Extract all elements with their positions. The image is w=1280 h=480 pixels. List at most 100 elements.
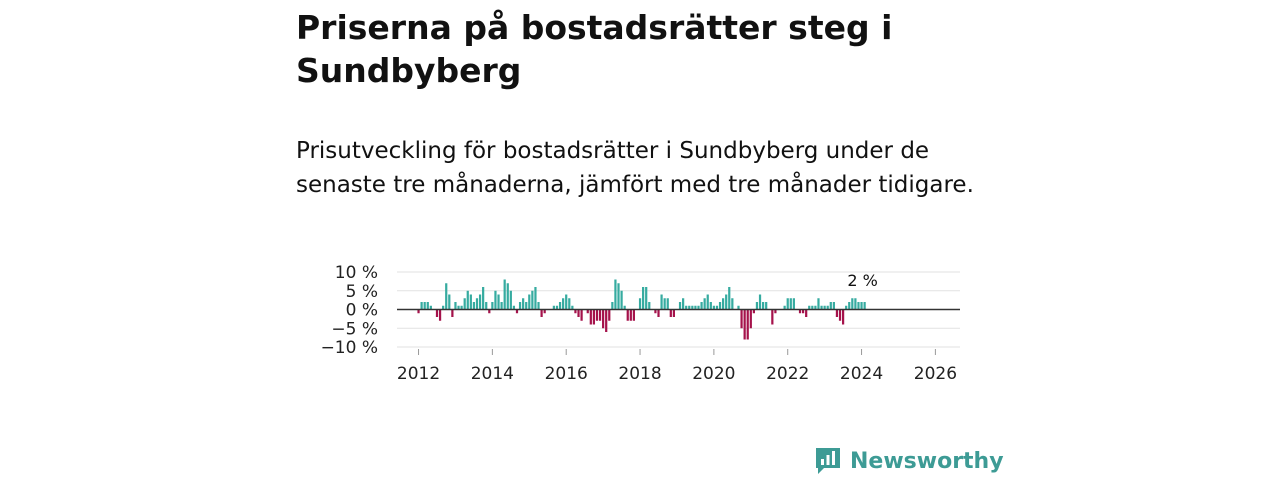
bar — [466, 290, 469, 310]
bar — [820, 305, 823, 310]
bar — [525, 302, 528, 310]
bar — [740, 309, 743, 329]
bar — [632, 309, 635, 321]
x-tick-label: 2014 — [471, 364, 514, 384]
bar — [589, 309, 592, 325]
x-tick-label: 2020 — [692, 364, 735, 384]
chart-title: Priserna på bostadsrätter steg i Sundbyb… — [296, 8, 893, 90]
bar — [805, 309, 808, 317]
bar — [829, 302, 832, 310]
bar — [823, 305, 826, 310]
bar — [531, 290, 534, 310]
bar — [731, 298, 734, 310]
bar — [574, 309, 577, 314]
bar — [598, 309, 602, 321]
x-tick-label: 2018 — [618, 364, 661, 384]
bar — [672, 309, 675, 317]
bar — [463, 298, 466, 310]
bar — [783, 305, 786, 310]
bar — [715, 305, 719, 310]
bar — [488, 309, 491, 314]
bar — [786, 298, 789, 310]
bar — [482, 287, 485, 310]
bar — [457, 305, 460, 310]
bar — [682, 298, 685, 310]
bar — [762, 302, 765, 310]
bar — [497, 294, 500, 310]
bar — [558, 302, 562, 310]
bar — [503, 279, 506, 310]
bar — [555, 305, 559, 310]
bar — [475, 298, 479, 310]
bar — [737, 305, 740, 310]
bar — [469, 294, 472, 310]
bar — [417, 309, 420, 314]
bar — [515, 309, 519, 314]
newsworthy-brand: Newsworthy — [814, 446, 1004, 476]
bar — [512, 305, 516, 310]
x-tick-label: 2026 — [914, 364, 957, 384]
bar — [743, 309, 746, 340]
bar — [518, 302, 522, 310]
y-tick-label: −5 % — [331, 319, 378, 339]
bar — [841, 309, 845, 325]
bar — [666, 298, 669, 310]
bar — [565, 294, 568, 310]
x-axis: 2012 2014 2016 2018 2020 2022 2024 2026 — [397, 349, 957, 384]
bar — [663, 298, 666, 310]
bar — [629, 309, 632, 321]
bar — [854, 298, 857, 310]
bar — [755, 302, 759, 310]
y-axis: 10 %5 %0 %−5 %−10 % — [321, 263, 378, 358]
bar — [611, 302, 614, 310]
bar — [838, 309, 842, 321]
bar — [706, 294, 709, 310]
bar — [845, 305, 848, 310]
bar — [851, 298, 854, 310]
bar — [543, 309, 546, 314]
last-value-label: 2 % — [847, 271, 877, 290]
bar — [420, 302, 423, 310]
bar — [728, 287, 731, 310]
bar — [423, 302, 426, 310]
x-tick-label: 2022 — [766, 364, 809, 384]
bar — [577, 309, 580, 317]
bar — [568, 298, 571, 310]
bar — [771, 309, 774, 325]
bar — [614, 279, 617, 310]
bar — [835, 309, 839, 317]
bar — [814, 305, 817, 310]
y-gridlines — [397, 271, 960, 348]
bar — [460, 305, 463, 310]
bar — [660, 294, 663, 310]
bar — [798, 309, 802, 314]
bar — [522, 298, 525, 310]
bar — [765, 302, 768, 310]
bar — [712, 305, 715, 310]
bar — [528, 294, 531, 310]
bar — [626, 309, 629, 321]
bar — [657, 309, 660, 317]
bar — [602, 309, 605, 329]
newsworthy-logo-icon — [816, 448, 840, 474]
bar — [448, 294, 451, 310]
bar — [571, 305, 574, 310]
bar — [617, 283, 620, 310]
bar — [749, 309, 752, 329]
bar — [792, 298, 795, 310]
bar — [500, 302, 503, 310]
bar — [552, 305, 556, 310]
bar — [454, 302, 457, 310]
bar — [857, 302, 860, 310]
bar — [605, 309, 608, 332]
bar — [654, 309, 657, 314]
bar — [688, 305, 691, 310]
bar — [685, 305, 688, 310]
y-tick-label: 10 % — [335, 263, 378, 283]
bar — [429, 305, 432, 310]
bar — [438, 309, 442, 321]
bar — [506, 283, 509, 310]
bars — [417, 279, 866, 340]
bar — [592, 309, 596, 325]
bar — [494, 290, 497, 310]
